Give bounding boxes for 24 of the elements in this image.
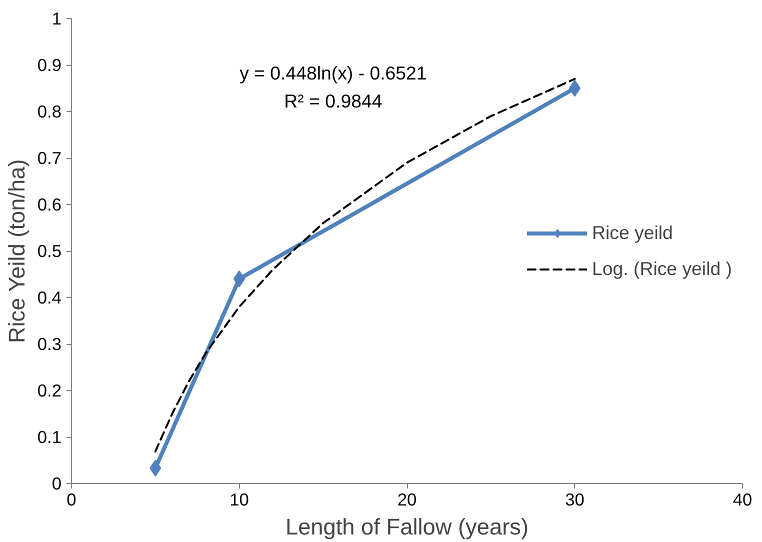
- y-tick-label: 0.2: [37, 380, 62, 400]
- annotation: y = 0.448ln(x) - 0.6521: [240, 62, 427, 84]
- x-tick-label: 0: [66, 490, 76, 510]
- legend-label: Log. (Rice yeild ): [592, 258, 732, 280]
- y-tick-label: 0.8: [37, 102, 62, 122]
- legend-label: Rice yeild: [592, 222, 673, 244]
- y-tick-label: 1: [52, 8, 62, 28]
- y-tick-label: 0.4: [37, 288, 62, 308]
- y-tick-label: 0.6: [37, 194, 62, 214]
- annotation: R² = 0.9844: [284, 90, 382, 112]
- point: [568, 80, 581, 97]
- y-tick-label: 0: [52, 474, 62, 494]
- x-tick-label: 10: [230, 490, 249, 510]
- x-tick-label: 20: [397, 490, 417, 510]
- x-tick-label: 30: [565, 490, 584, 510]
- x-axis-title: Length of Fallow (years): [285, 514, 529, 540]
- y-tick-label: 0.7: [37, 148, 62, 168]
- y-tick-label: 0.9: [37, 55, 62, 75]
- y-tick-label: 0.5: [37, 241, 62, 261]
- y-tick-label: 0.1: [37, 427, 62, 447]
- y-axis-title: Rice Yeild (ton/ha): [3, 159, 30, 344]
- x-tick-label: 40: [732, 490, 752, 510]
- point: [233, 270, 246, 288]
- y-tick-label: 0.3: [37, 334, 62, 354]
